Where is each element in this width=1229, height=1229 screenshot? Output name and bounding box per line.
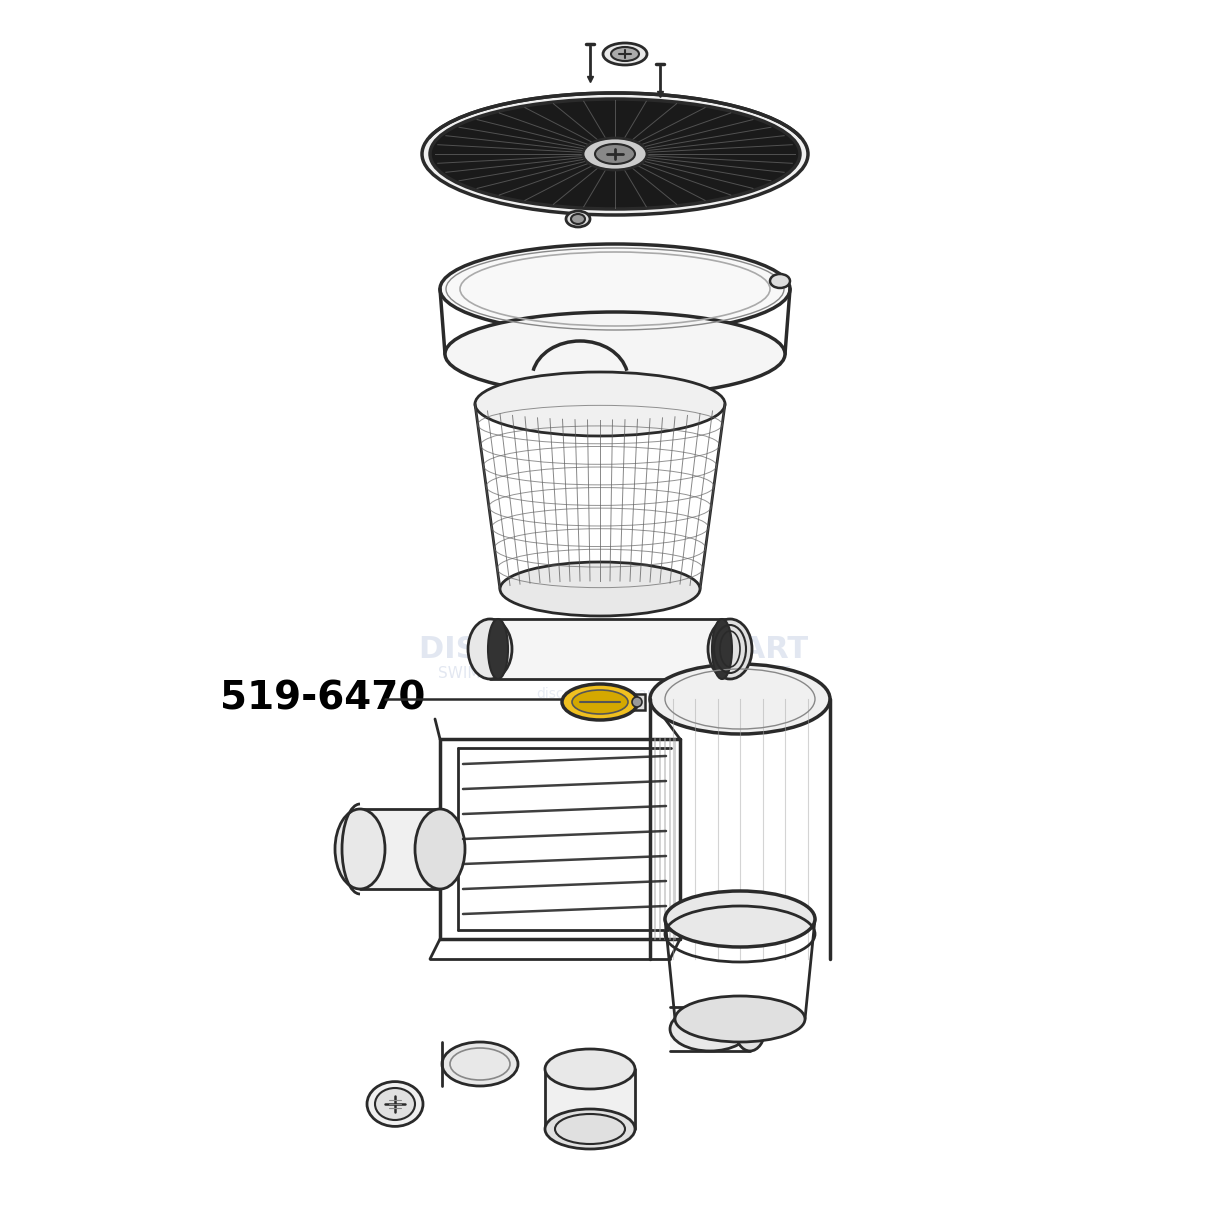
Ellipse shape xyxy=(571,214,585,224)
Ellipse shape xyxy=(488,619,508,678)
Ellipse shape xyxy=(500,562,701,616)
Ellipse shape xyxy=(670,1007,750,1051)
Text: SWIMMING POOL SPA SUPPLIES & EQUIPMENT: SWIMMING POOL SPA SUPPLIES & EQUIPMENT xyxy=(438,666,790,682)
Ellipse shape xyxy=(445,312,785,396)
Ellipse shape xyxy=(336,809,385,889)
Ellipse shape xyxy=(442,1042,517,1086)
Ellipse shape xyxy=(422,93,807,215)
Ellipse shape xyxy=(367,1082,423,1127)
Ellipse shape xyxy=(430,100,800,209)
Bar xyxy=(544,1069,635,1129)
Ellipse shape xyxy=(771,274,790,288)
Ellipse shape xyxy=(415,809,465,889)
Ellipse shape xyxy=(375,1088,415,1120)
Ellipse shape xyxy=(474,372,725,436)
Ellipse shape xyxy=(611,47,639,61)
Ellipse shape xyxy=(650,664,830,734)
Ellipse shape xyxy=(571,689,628,714)
Ellipse shape xyxy=(603,43,646,65)
Ellipse shape xyxy=(665,891,815,948)
Ellipse shape xyxy=(440,245,790,334)
Text: DISCOUNT POOL MART: DISCOUNT POOL MART xyxy=(419,634,809,664)
Bar xyxy=(629,694,645,710)
Text: 519-6470: 519-6470 xyxy=(220,680,425,718)
Bar xyxy=(360,809,440,889)
Ellipse shape xyxy=(468,619,512,678)
Ellipse shape xyxy=(544,1109,635,1149)
Ellipse shape xyxy=(712,619,732,678)
Polygon shape xyxy=(629,689,645,694)
Ellipse shape xyxy=(708,619,752,678)
Ellipse shape xyxy=(562,685,638,720)
Ellipse shape xyxy=(632,697,642,707)
Ellipse shape xyxy=(595,144,635,163)
Text: discountpoolmart.com: discountpoolmart.com xyxy=(536,687,692,701)
Ellipse shape xyxy=(675,995,805,1042)
Ellipse shape xyxy=(567,211,590,227)
Ellipse shape xyxy=(544,1050,635,1089)
Ellipse shape xyxy=(735,1007,764,1051)
Ellipse shape xyxy=(583,138,646,170)
Bar xyxy=(670,1007,750,1051)
Bar xyxy=(490,619,730,678)
